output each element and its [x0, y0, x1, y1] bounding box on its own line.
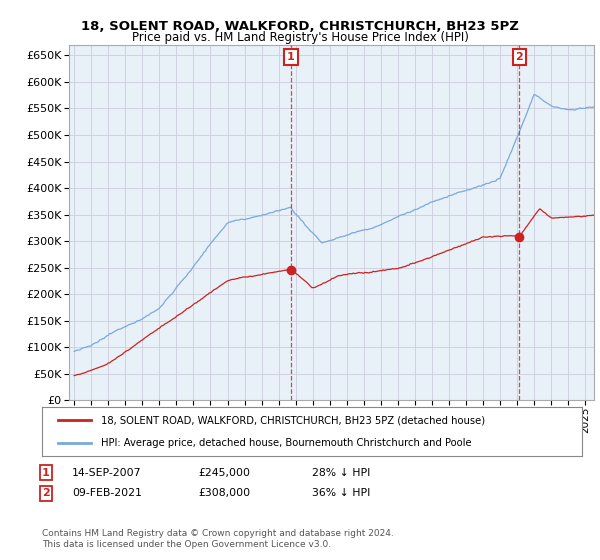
- Text: 1: 1: [42, 468, 50, 478]
- Text: 14-SEP-2007: 14-SEP-2007: [72, 468, 142, 478]
- Text: 09-FEB-2021: 09-FEB-2021: [72, 488, 142, 498]
- Text: £308,000: £308,000: [198, 488, 250, 498]
- Text: Price paid vs. HM Land Registry's House Price Index (HPI): Price paid vs. HM Land Registry's House …: [131, 31, 469, 44]
- Text: 18, SOLENT ROAD, WALKFORD, CHRISTCHURCH, BH23 5PZ: 18, SOLENT ROAD, WALKFORD, CHRISTCHURCH,…: [81, 20, 519, 32]
- Text: 18, SOLENT ROAD, WALKFORD, CHRISTCHURCH, BH23 5PZ (detached house): 18, SOLENT ROAD, WALKFORD, CHRISTCHURCH,…: [101, 416, 485, 426]
- Text: 36% ↓ HPI: 36% ↓ HPI: [312, 488, 370, 498]
- Text: Contains HM Land Registry data © Crown copyright and database right 2024.
This d: Contains HM Land Registry data © Crown c…: [42, 529, 394, 549]
- Text: HPI: Average price, detached house, Bournemouth Christchurch and Poole: HPI: Average price, detached house, Bour…: [101, 438, 472, 448]
- Text: 28% ↓ HPI: 28% ↓ HPI: [312, 468, 370, 478]
- Text: £245,000: £245,000: [198, 468, 250, 478]
- Text: 2: 2: [515, 52, 523, 62]
- Text: 2: 2: [42, 488, 50, 498]
- Text: 1: 1: [287, 52, 295, 62]
